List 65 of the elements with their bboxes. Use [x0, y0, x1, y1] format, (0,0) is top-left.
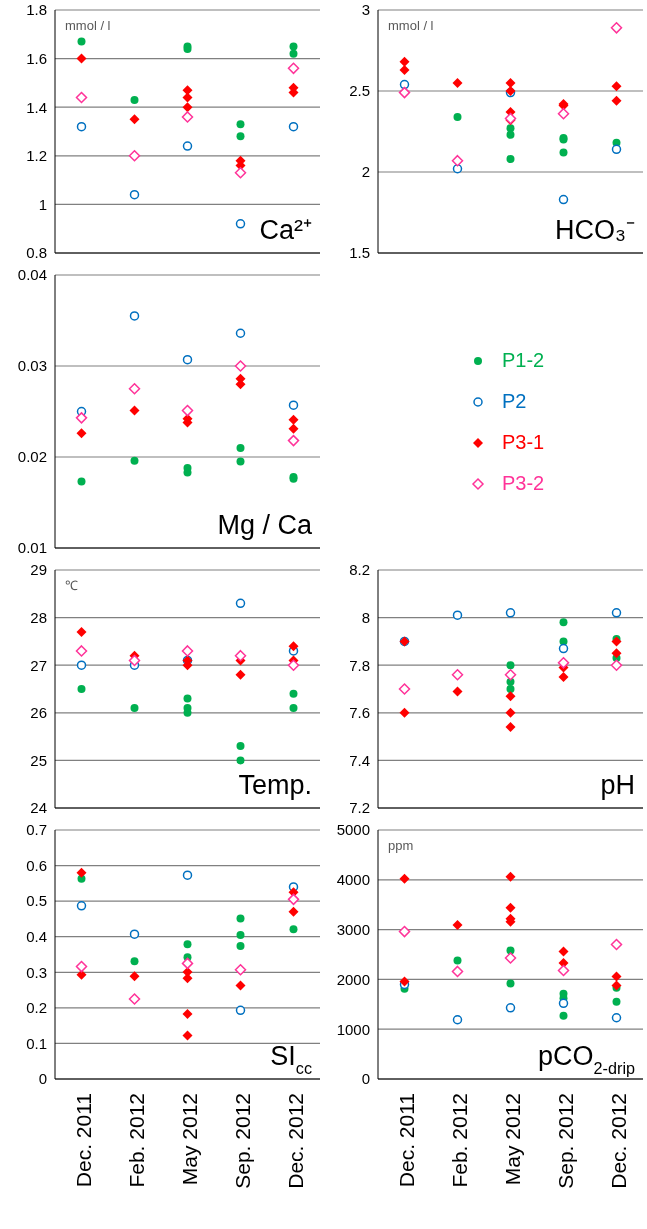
y-tick-label: 1.5	[349, 244, 370, 262]
y-tick-label: 7.6	[349, 704, 370, 722]
y-tick-label: 2.5	[349, 82, 370, 100]
x-tick-label: Feb. 2012	[447, 1093, 471, 1188]
y-tick-label: 0	[361, 1070, 370, 1088]
y-tick-label: 0.4	[26, 928, 47, 946]
x-tick-label: May 2012	[500, 1093, 524, 1186]
legend-label: P3-1	[502, 431, 545, 454]
y-tick-label: 25	[30, 751, 47, 769]
x-tick-label: Dec. 2011	[71, 1093, 95, 1188]
y-tick-label: 0.6	[26, 856, 47, 874]
y-tick-label: 4000	[336, 871, 370, 889]
y-tick-label: 29	[30, 561, 47, 579]
x-tick-label: Dec. 2012	[283, 1093, 307, 1189]
y-tick-label: 1.4	[26, 98, 47, 116]
y-tick-label: 0.1	[26, 1034, 47, 1052]
y-tick-label: 0.5	[26, 892, 47, 910]
x-tick-label: Dec. 2011	[394, 1093, 418, 1188]
x-tick-label: Sep. 2012	[230, 1093, 254, 1189]
y-tick-label: 1000	[336, 1020, 370, 1038]
text: Temp.	[238, 770, 312, 800]
y-tick-label: 0.02	[17, 448, 47, 466]
y-tick-label: 1	[38, 195, 47, 213]
y-tick-label: 7.4	[349, 751, 370, 769]
y-tick-label: 3	[361, 1, 370, 19]
y-tick-label: 3000	[336, 920, 370, 938]
y-tick-label: 8	[361, 608, 370, 626]
y-tick-label: 0.01	[17, 539, 47, 557]
y-axis-title: mmol / l	[388, 18, 434, 33]
text: HCO₃⁻	[555, 215, 635, 245]
y-tick-label: 0.03	[17, 357, 47, 375]
legend-label: P2	[502, 390, 527, 413]
y-tick-label: 2000	[336, 970, 370, 988]
y-axis-title: ℃	[65, 578, 78, 593]
y-tick-label: 8.2	[349, 561, 370, 579]
text: Ca²⁺	[259, 215, 312, 245]
y-tick-label: 1.2	[26, 147, 47, 165]
y-tick-label: 7.2	[349, 799, 370, 817]
y-tick-label: 1.8	[26, 1, 47, 19]
y-tick-label: 7.8	[349, 656, 370, 674]
y-tick-label: 0	[38, 1070, 47, 1088]
text: Mg / Ca	[217, 510, 313, 540]
y-tick-label: 0.8	[26, 244, 47, 262]
x-tick-label: Feb. 2012	[124, 1093, 148, 1188]
y-tick-label: 0.2	[26, 999, 47, 1017]
y-axis-title: mmol / l	[65, 18, 111, 33]
text: pCO$_{2-drip}$	[538, 1041, 635, 1077]
y-tick-label: 0.7	[26, 821, 47, 839]
y-tick-label: 24	[30, 799, 47, 817]
x-tick-label: May 2012	[177, 1093, 201, 1186]
y-tick-label: 1.6	[26, 49, 47, 67]
legend-label: P3-2	[502, 472, 545, 495]
y-tick-label: 2	[361, 163, 370, 181]
y-tick-label: 26	[30, 704, 47, 722]
y-tick-label: 28	[30, 608, 47, 626]
y-tick-label: 0.04	[17, 266, 47, 284]
y-tick-label: 27	[30, 656, 47, 674]
y-tick-label: 5000	[336, 821, 370, 839]
y-axis-title: ppm	[388, 838, 414, 853]
x-tick-label: Dec. 2012	[606, 1093, 630, 1189]
legend-label: P1-2	[502, 349, 545, 372]
text: SI$_{cc}$	[270, 1041, 312, 1077]
text: pH	[600, 770, 635, 800]
y-tick-label: 0.3	[26, 963, 47, 981]
x-tick-label: Sep. 2012	[553, 1093, 577, 1189]
